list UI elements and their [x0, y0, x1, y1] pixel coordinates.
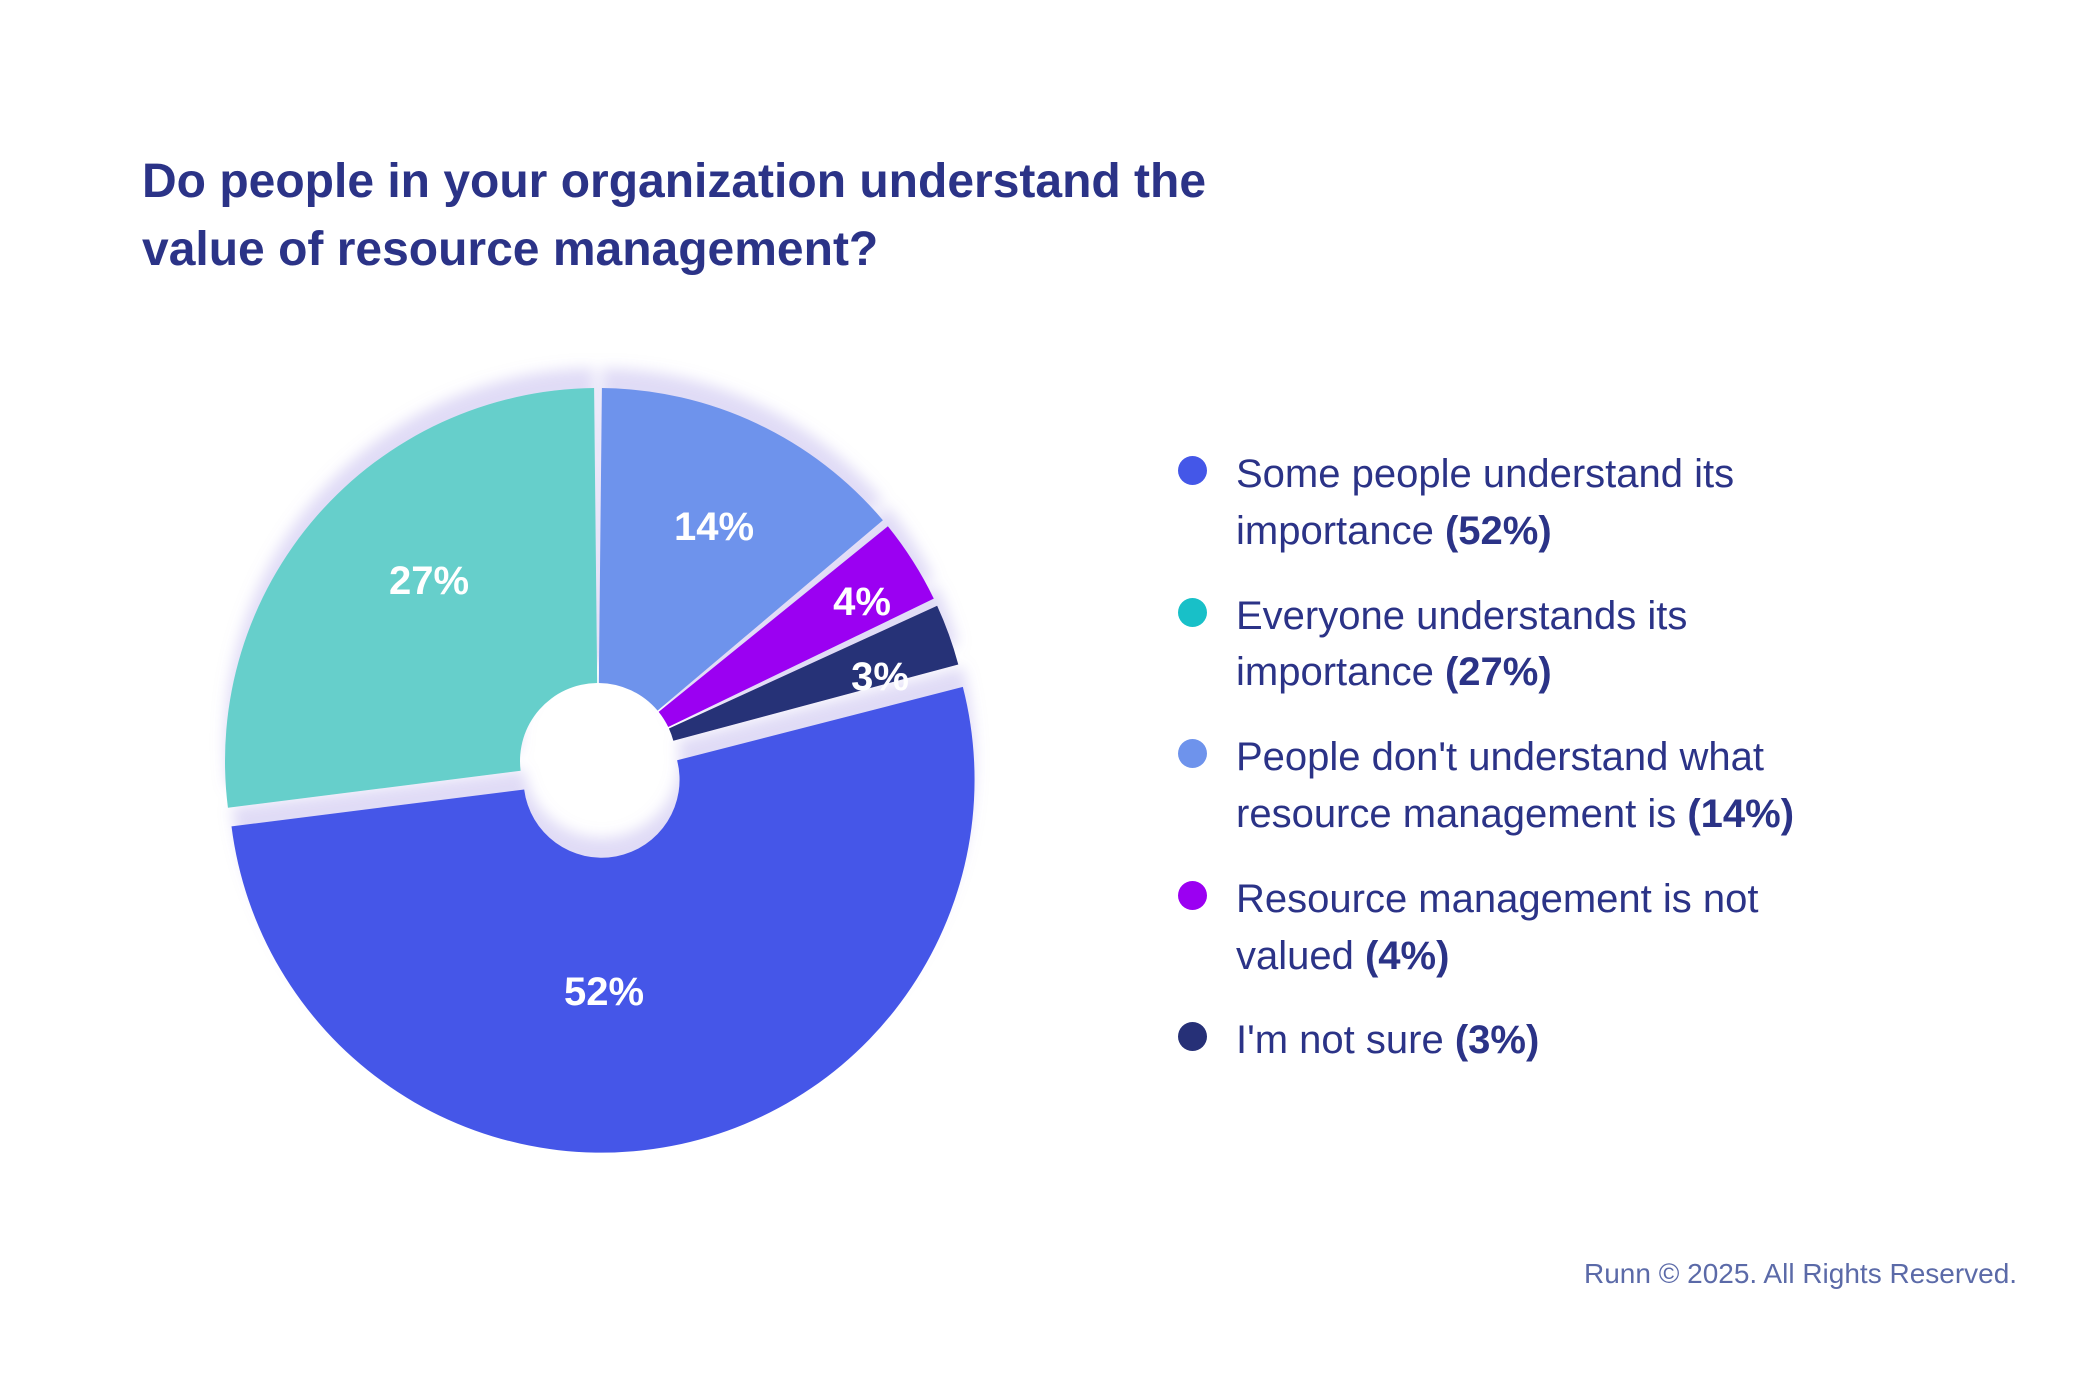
svg-text:3%: 3% [851, 655, 909, 699]
svg-text:52%: 52% [564, 970, 644, 1014]
svg-text:4%: 4% [833, 580, 891, 624]
svg-text:27%: 27% [389, 559, 469, 603]
svg-text:14%: 14% [674, 505, 754, 549]
